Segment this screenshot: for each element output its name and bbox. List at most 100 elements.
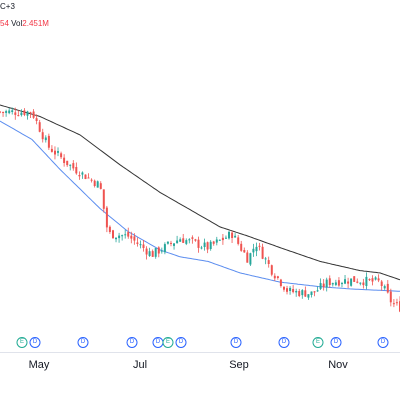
candle-body — [136, 242, 139, 244]
candle-body — [102, 189, 105, 209]
candle — [108, 225, 111, 234]
candle-body — [90, 179, 93, 181]
candle — [212, 240, 215, 246]
candle-body — [258, 245, 261, 247]
candle — [66, 160, 69, 167]
candle-body — [298, 291, 301, 296]
candle — [54, 146, 56, 160]
candle-body — [121, 235, 124, 237]
dividend-marker[interactable]: D — [278, 337, 290, 348]
candle — [322, 279, 325, 291]
candle — [307, 294, 310, 300]
candle — [249, 252, 252, 267]
candle — [23, 108, 26, 117]
candle-body — [11, 110, 14, 112]
legend-vol-label: Vol — [11, 19, 23, 28]
dividend-marker[interactable]: D — [126, 337, 138, 348]
candle — [365, 272, 368, 290]
candle — [102, 189, 105, 213]
dividend-marker[interactable]: D — [77, 337, 89, 348]
candle-body — [365, 276, 368, 286]
candle-body — [218, 239, 221, 241]
candle-body — [182, 238, 185, 243]
candle-body — [26, 111, 29, 116]
candle — [276, 275, 279, 280]
dividend-marker[interactable]: D — [175, 337, 187, 348]
candle-body — [47, 135, 50, 148]
candle — [182, 233, 185, 244]
dividend-marker[interactable]: D — [230, 337, 242, 348]
candle-body — [319, 283, 322, 289]
earnings-marker[interactable]: E — [16, 337, 28, 348]
candle-body — [151, 251, 154, 257]
candle — [142, 240, 145, 252]
candle-body — [93, 180, 96, 186]
candle — [176, 235, 179, 244]
candle — [194, 238, 197, 242]
candle-body — [133, 236, 136, 241]
candle — [26, 110, 29, 120]
candle — [78, 171, 81, 180]
candle — [179, 237, 182, 242]
candle — [163, 242, 166, 255]
candle-body — [145, 248, 148, 255]
month-label: Jul — [132, 359, 148, 371]
candle — [112, 229, 114, 239]
earnings-marker[interactable]: E — [162, 337, 174, 348]
candle-body — [246, 252, 249, 263]
candle-body — [32, 111, 35, 118]
candle-body — [209, 241, 212, 249]
candle-body — [130, 235, 133, 239]
dividend-marker[interactable]: D — [377, 337, 389, 348]
candle — [17, 110, 20, 117]
candle-body — [63, 157, 66, 163]
candle-body — [386, 283, 389, 293]
candle — [139, 240, 142, 249]
candle — [188, 238, 191, 244]
candle-body — [234, 235, 237, 238]
candle-body — [2, 112, 5, 113]
candle — [234, 233, 237, 238]
candle-body — [237, 237, 240, 244]
earnings-marker[interactable]: E — [312, 337, 324, 348]
legend-top: C+3 — [0, 2, 15, 11]
candle — [81, 171, 84, 179]
candle — [154, 247, 157, 259]
candle — [258, 242, 261, 251]
candle — [331, 282, 334, 287]
candle-body — [50, 148, 53, 152]
candle — [371, 275, 374, 286]
candle — [166, 241, 169, 245]
ma-slow-line — [0, 104, 400, 281]
dividend-marker[interactable]: D — [330, 337, 342, 348]
candle — [319, 278, 322, 291]
candle-body — [60, 153, 63, 158]
candle — [84, 174, 87, 180]
candle — [359, 282, 362, 286]
candle — [57, 147, 59, 157]
candle — [124, 229, 127, 239]
candle — [105, 205, 108, 233]
candle-body — [14, 112, 17, 115]
candle — [368, 278, 371, 281]
candle-body — [124, 234, 127, 236]
candle-body — [322, 283, 325, 287]
candle — [87, 173, 90, 179]
candle-body — [316, 290, 319, 292]
candle-body — [72, 163, 75, 169]
candle — [237, 234, 240, 246]
candle — [264, 256, 267, 265]
candle-body — [228, 231, 230, 239]
candle-body — [66, 160, 69, 166]
candle-body — [0, 111, 1, 113]
candle — [29, 111, 32, 118]
candle-body — [139, 244, 142, 246]
candle — [35, 114, 38, 125]
candle — [5, 109, 8, 117]
dividend-marker[interactable]: D — [29, 337, 41, 348]
candle — [148, 247, 151, 257]
candle-body — [313, 291, 316, 293]
candle — [11, 107, 14, 115]
candle — [301, 289, 304, 299]
